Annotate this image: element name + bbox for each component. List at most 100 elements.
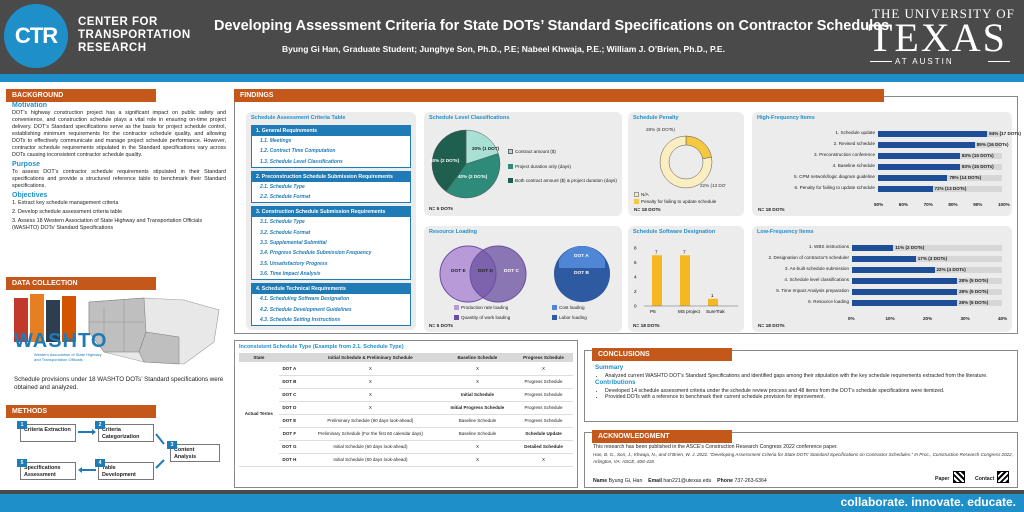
bar-value-label: 1	[711, 293, 714, 298]
high-freq-chart: 1. Schedule update 94% (17 DOTs) 2. Revise…	[752, 126, 1021, 216]
criteria-table-title: Schedule Assessment Criteria Table	[251, 115, 346, 121]
criteria-item: 1.2. Contract Time Computation	[260, 148, 336, 155]
objective-item: 3. Assess 18 Western Association of Stat…	[12, 218, 203, 231]
legend-item: Production rate loading	[454, 305, 508, 310]
axis-tick-label: 60%	[898, 202, 908, 207]
panel-title: Schedule Software Designation	[633, 229, 716, 235]
method-step: 1 Criteria Extraction	[17, 421, 76, 442]
table-cell: DOT C	[278, 388, 301, 402]
legend-swatch	[508, 164, 513, 169]
software-chart: 0 2 4 6 8 7 P6 7 MS project 1 SureTrak	[634, 246, 738, 314]
pie-slice	[431, 129, 467, 192]
axis-tick-label: 90%	[973, 202, 983, 207]
ctr-logo: CTR	[4, 4, 68, 68]
sample-size: N= 18 DOTs	[758, 324, 785, 329]
table-cell: X	[300, 375, 441, 389]
contact-line: Name Byung Gi, Han Email han221@utexas.e…	[593, 478, 767, 484]
table-cell: X	[440, 440, 515, 454]
purpose-text: To assess DOT’s contractor schedule requ…	[12, 169, 226, 189]
legend-item: Project duration only (days)	[508, 164, 571, 169]
criteria-section: 2. Preconstruction Schedule Submission R…	[251, 170, 411, 204]
legend-label: Cost loading	[559, 305, 585, 310]
table-cell: Initial Progress Schedule	[440, 401, 515, 415]
bar-value-label: 22% (4 DOTs)	[936, 267, 966, 272]
contact-label: Contact	[975, 476, 995, 482]
low-freq-chart: 1. WBS instructions 11% (2 DOTs) 2. Design…	[752, 240, 1012, 330]
column-header	[278, 353, 301, 362]
bar	[852, 245, 894, 251]
table-cell: DOT A	[278, 362, 301, 376]
table-cell: Detailed Schedule	[514, 440, 573, 454]
legend-swatch	[552, 315, 557, 320]
step-label: Table Development	[102, 465, 136, 478]
legend-label: Production rate loading	[461, 305, 509, 310]
criteria-item: 3.5. Unsatisfactory Progress	[260, 260, 328, 267]
method-step: 2 Criteria Categorization	[95, 421, 154, 442]
table-cell: Preliminary Schedule (For the first 60 c…	[300, 427, 441, 441]
bar-category-label: 4. Schedule level classifications	[784, 277, 849, 282]
criteria-item: 4.2. Schedule Development Guidelines	[260, 306, 352, 313]
motivation-heading: Motivation	[12, 102, 47, 109]
table-cell: DOT D	[278, 401, 301, 415]
section-heading: 1. General Requirements	[252, 126, 410, 136]
legend-label: Contract amount ($)	[515, 149, 556, 154]
citation: Han, B. G., Son, J., Khwaja, N., and O’B…	[593, 452, 1014, 464]
step-number: 1	[17, 421, 27, 429]
bar-value-label: 7	[683, 249, 686, 254]
table-cell: X	[300, 388, 441, 402]
contact-email[interactable]: han221@utexas.edu	[663, 478, 712, 484]
legend-swatch	[454, 315, 459, 320]
inconsistent-box: Inconsistent Schedule Type (Example from…	[234, 340, 578, 488]
ack-text: This research has been published in the …	[593, 444, 838, 450]
center-name: CENTER FOR TRANSPORTATION RESEARCH	[78, 16, 191, 55]
contributions-heading: Contributions	[595, 379, 636, 386]
bar-value-label: 72% (13 DOTs)	[934, 186, 967, 191]
sample-size: N= 18 DOTs	[634, 208, 661, 213]
paper-label: Paper	[935, 476, 950, 482]
bar	[708, 298, 718, 306]
criteria-item: 3.4. Progress Schedule Submission Freque…	[260, 250, 372, 257]
objectives-heading: Objectives	[12, 192, 48, 199]
table-row: DOT E Preliminary Schedule (90 days look-…	[239, 414, 573, 428]
bar-value-label: 94% (17 DOTs)	[989, 131, 1021, 136]
table-cell: X	[514, 362, 573, 376]
method-step: 5 Specifications Assessment	[17, 459, 76, 480]
authors: Byung Gi Han, Graduate Student; Junghye …	[282, 44, 725, 54]
footer-strip	[0, 490, 1024, 494]
univ-line2: TEXAS	[868, 15, 1007, 60]
bar-value-label: 28% (5 DOTs)	[959, 278, 989, 283]
step-label: Content Analysis	[174, 447, 197, 460]
axis-tick-label: 20%	[923, 316, 933, 321]
axis-tick-label: 6	[634, 260, 637, 265]
washto-logo: WASHTO	[14, 330, 108, 352]
bar	[852, 278, 957, 284]
bar	[878, 153, 960, 159]
background-box: Motivation DOT’s highway construction pr…	[6, 96, 228, 266]
footer-tagline: collaborate. innovate. educate.	[840, 495, 1016, 509]
contact-qr-icon[interactable]	[997, 471, 1009, 483]
inconsistent-title: Inconsistent Schedule Type (Example from…	[239, 344, 404, 350]
high-freq-panel: High-Frequency Items 1. Schedule update 9…	[752, 112, 1021, 216]
column-header: State	[239, 353, 279, 362]
divider	[870, 61, 892, 62]
table-cell: Progress Schedule	[514, 414, 573, 428]
table-cell: Progress Schedule	[514, 375, 573, 389]
poster-title: Developing Assessment Criteria for State…	[214, 18, 890, 34]
panel-title: Schedule Level Classifications	[429, 115, 510, 121]
conclusions-label: CONCLUSIONS	[592, 348, 732, 361]
step-number: 4	[95, 459, 105, 467]
method-step: 3 Content Analysis	[167, 441, 220, 462]
venn-label: DOT A	[574, 254, 589, 259]
criteria-table: 1. General Requirements 1.1. Meetings 1.…	[251, 125, 411, 329]
header: CTR CENTER FOR TRANSPORTATION RESEARCH D…	[0, 0, 1024, 74]
center-name-line: CENTER FOR	[78, 16, 158, 28]
table-cell: Baseline Schedule	[440, 427, 515, 441]
table-cell: X	[440, 362, 515, 376]
findings-label: FINDINGS	[234, 89, 884, 102]
column-header: Baseline Schedule	[440, 353, 515, 362]
section-heading: 3. Construction Schedule Submission Requ…	[252, 207, 410, 218]
slice-label: 40% (2 DOTs)	[430, 158, 460, 163]
bar-value-label: 7	[655, 249, 658, 254]
legend-item: Contract amount ($)	[508, 149, 556, 154]
paper-qr-icon[interactable]	[953, 471, 965, 483]
